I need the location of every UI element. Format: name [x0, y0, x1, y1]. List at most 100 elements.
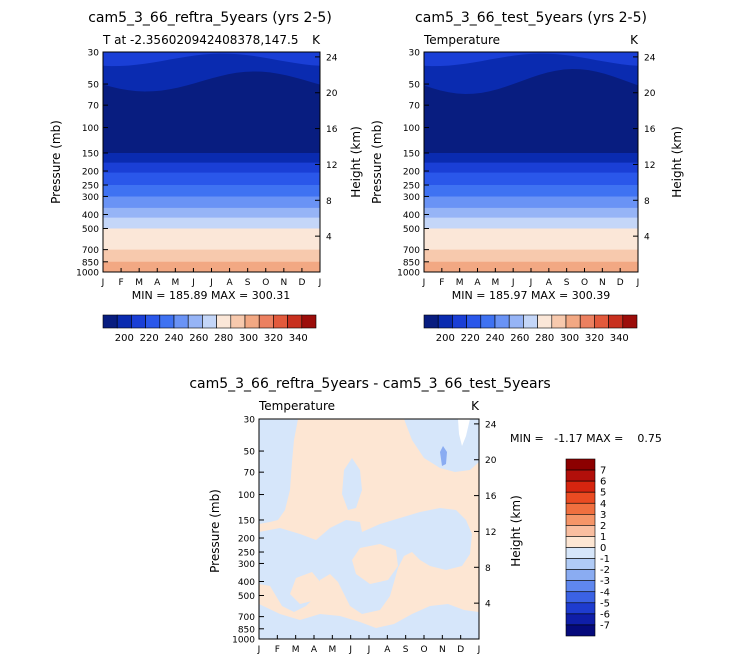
colorbar-swatch — [594, 314, 609, 329]
colorbar-swatch — [216, 314, 232, 329]
y2-tick-label: 4 — [485, 600, 491, 610]
colorbar-swatch — [565, 613, 596, 626]
y-tick-label: 1000 — [232, 636, 255, 646]
x-tick-label: F — [118, 278, 123, 288]
x-tick-label: S — [564, 278, 570, 288]
colorbar-swatch — [565, 624, 596, 637]
y-tick-label: 200 — [403, 168, 420, 178]
colorbar-swatch — [244, 314, 260, 329]
colorbar-label: 5 — [600, 488, 606, 499]
panel-b-title: cam5_3_66_test_5years (yrs 2-5) — [415, 10, 647, 26]
x-tick-label: N — [280, 278, 287, 288]
y-tick-label: 250 — [238, 549, 255, 559]
panel-a-field — [103, 52, 320, 272]
x-tick-label: J — [101, 278, 105, 288]
colorbar-label: 340 — [610, 333, 629, 344]
y2-tick-label: 8 — [485, 564, 491, 574]
y2-tick-label: 12 — [644, 161, 655, 171]
x-tick-label: S — [245, 278, 251, 288]
panel-b-y2label: Height (km) — [670, 126, 684, 197]
y-tick-label: 500 — [82, 225, 99, 235]
colorbar-swatch — [608, 314, 624, 329]
x-tick-label: N — [599, 278, 606, 288]
colorbar-swatch — [565, 558, 596, 570]
panel-b-ylabel: Pressure (mb) — [370, 120, 384, 204]
x-tick-label: M — [491, 278, 499, 288]
x-tick-label: M — [135, 278, 143, 288]
colorbar-swatch — [565, 602, 596, 615]
diff-negative-finger — [342, 458, 362, 510]
colorbar-label: 340 — [289, 333, 308, 344]
panel-a-stats: MIN = 185.89 MAX = 300.31 — [132, 289, 290, 302]
x-tick-label: J — [636, 278, 640, 288]
diff-white-notch — [458, 419, 470, 446]
panel-c-stats: MIN = -1.17 MAX = 0.75 — [510, 432, 662, 445]
x-tick-label: F — [439, 278, 444, 288]
colorbar-swatch — [202, 314, 217, 329]
colorbar-swatch — [466, 314, 482, 329]
colorbar-swatch — [565, 480, 596, 493]
x-tick-label: O — [262, 278, 269, 288]
x-tick-label: F — [275, 645, 280, 655]
y2-tick-label: 12 — [326, 161, 337, 171]
colorbar-swatch — [131, 314, 146, 329]
colorbar-label: -2 — [600, 565, 610, 576]
y-tick-label: 250 — [403, 182, 420, 192]
y-tick-label: 400 — [403, 211, 420, 221]
colorbar-label: 300 — [560, 333, 579, 344]
colorbar-swatch — [287, 314, 303, 329]
x-tick-label: N — [439, 645, 446, 655]
colorbar-label: 240 — [164, 333, 183, 344]
y2-tick-label: 12 — [485, 528, 496, 538]
y-tick-label: 700 — [82, 246, 99, 256]
diff-negative-strong-spot — [440, 446, 447, 466]
y-tick-label: 700 — [238, 613, 255, 623]
y-tick-label: 200 — [82, 168, 99, 178]
x-tick-label: A — [474, 278, 481, 288]
colorbar-swatch — [102, 314, 118, 329]
y-tick-label: 850 — [403, 258, 420, 268]
colorbar-swatch — [565, 536, 596, 548]
x-tick-label: J — [422, 278, 426, 288]
y-tick-label: 300 — [403, 193, 420, 203]
colorbar-label: 6 — [600, 477, 606, 488]
panel-c-field — [259, 419, 479, 639]
y-tick-label: 300 — [82, 193, 99, 203]
panel-a-colorbar: 200 220 240 260 280 300 320 340 — [102, 314, 317, 344]
diff-positive-island — [352, 544, 398, 584]
y-tick-label: 500 — [238, 592, 255, 602]
colorbar-swatch — [551, 314, 567, 329]
colorbar-swatch — [145, 314, 161, 329]
panel-c-y2label: Height (km) — [509, 495, 523, 566]
colorbar-label: 4 — [600, 499, 606, 510]
y-tick-label: 50 — [244, 448, 256, 458]
y-tick-label: 100 — [403, 124, 420, 134]
colorbar-swatch — [565, 525, 596, 537]
y-tick-label: 150 — [238, 516, 255, 526]
colorbar-label: 200 — [115, 333, 134, 344]
colorbar-swatch — [423, 314, 439, 329]
panel-b-subtitle-left: Temperature — [423, 33, 500, 47]
y-tick-label: 30 — [244, 416, 256, 426]
y2-tick-label: 16 — [485, 492, 497, 502]
y-tick-label: 500 — [403, 225, 420, 235]
y2-tick-label: 20 — [485, 456, 497, 466]
colorbar-swatch — [159, 314, 175, 329]
colorbar-label: 2 — [600, 521, 606, 532]
colorbar-label: 3 — [600, 510, 606, 521]
colorbar-label: 300 — [239, 333, 258, 344]
x-tick-label: J — [511, 278, 515, 288]
y-tick-label: 70 — [88, 102, 100, 112]
x-tick-label: D — [457, 645, 464, 655]
colorbar-label: 260 — [510, 333, 529, 344]
y2-tick-label: 20 — [326, 89, 338, 99]
x-tick-label: A — [384, 645, 391, 655]
diff-negative-region-left — [259, 419, 298, 524]
y2-tick-label: 4 — [326, 233, 332, 243]
x-tick-label: O — [420, 645, 427, 655]
colorbar-swatch — [537, 314, 553, 329]
y-tick-label: 30 — [88, 49, 100, 59]
